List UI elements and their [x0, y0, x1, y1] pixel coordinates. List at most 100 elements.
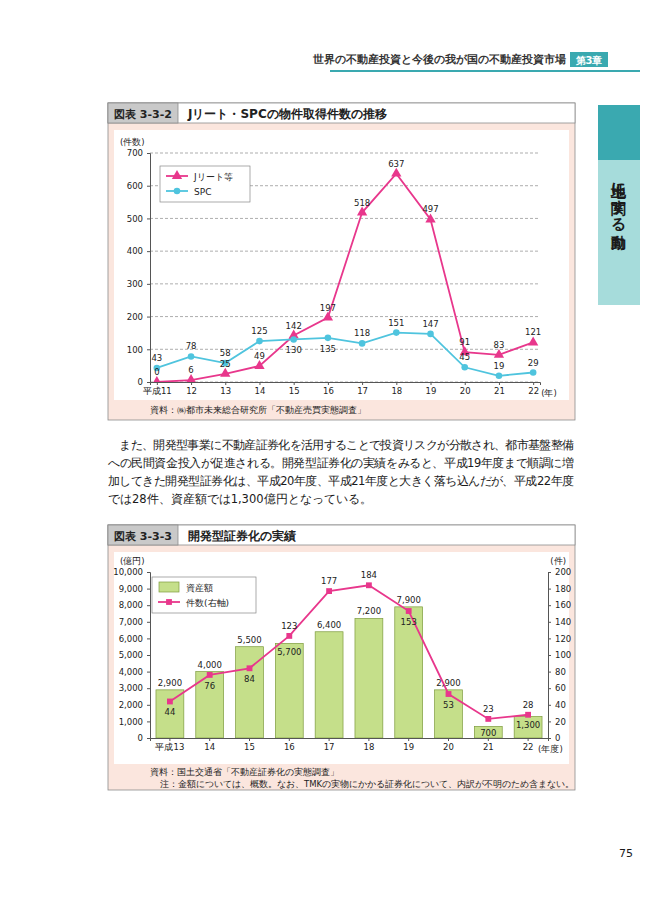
- figure-number-box: [108, 525, 178, 545]
- tick-label: 2,000: [119, 700, 143, 710]
- tick: 300: [127, 279, 150, 289]
- marker: [290, 336, 297, 343]
- tick-label: 1,000: [119, 717, 143, 727]
- marker: [391, 168, 401, 177]
- tick-mark: [548, 705, 551, 706]
- data-label: 91: [459, 337, 470, 347]
- data-label: 177: [321, 576, 337, 586]
- tick-mark: [548, 638, 551, 639]
- tick-label: 16: [284, 742, 295, 752]
- tick-label: 7,000: [119, 617, 143, 627]
- tick: 140: [548, 617, 571, 627]
- bar: [315, 632, 343, 738]
- marker: [325, 335, 332, 342]
- tick-label: 12: [186, 386, 197, 396]
- tick: 16: [284, 738, 295, 752]
- body-line: また、開発型事業に不動産証券化を活用することで投資リスクが分散され、都市基盤整備: [108, 438, 574, 452]
- data-label: 700: [480, 728, 496, 738]
- header-rule: [330, 70, 640, 72]
- chart-frame: [108, 525, 575, 790]
- marker: [366, 582, 372, 588]
- marker: [256, 338, 263, 345]
- y2-axis: 020406080100120140160180200: [548, 567, 571, 743]
- data-label: 142: [286, 321, 302, 331]
- y-axis-title: (件数): [120, 137, 145, 147]
- tick: 80: [548, 667, 566, 677]
- tick-mark: [431, 382, 432, 385]
- tick-mark: [147, 605, 150, 606]
- data-label: 23: [483, 704, 494, 714]
- marker: [254, 360, 264, 369]
- tick-mark: [328, 382, 329, 385]
- tick: 40: [548, 700, 566, 710]
- legend: Jリート等SPC: [160, 166, 250, 202]
- tick-mark: [147, 622, 150, 623]
- tick-label: 6,000: [119, 634, 143, 644]
- tick: 400: [127, 246, 150, 256]
- tick: 14: [204, 738, 215, 752]
- tick-label: 160: [555, 600, 571, 610]
- marker: [494, 349, 504, 358]
- tick: 180: [548, 584, 571, 594]
- body-line: 加してきた開発型証券化は、平成20年度、平成21年度と大きく落ち込んだが、平成2…: [108, 474, 574, 488]
- legend-label: 件数(右軸): [186, 598, 229, 608]
- tick: 10,000: [113, 567, 150, 577]
- data-label: 6,400: [317, 620, 341, 630]
- grid-line: [150, 251, 540, 252]
- tick-mark: [157, 382, 158, 385]
- legend: 資産額件数(右軸): [152, 577, 256, 613]
- legend-box: [152, 577, 256, 613]
- legend-marker: [166, 599, 172, 605]
- legend-label: Jリート等: [193, 172, 233, 182]
- marker: [188, 353, 195, 360]
- tick: 3,000: [119, 683, 150, 693]
- tick-mark: [548, 589, 551, 590]
- grid-line: [150, 283, 540, 284]
- tick: 17: [324, 738, 335, 752]
- tick: 14: [255, 382, 266, 396]
- data-label: 4,000: [198, 660, 222, 670]
- tick-label: 21: [494, 386, 505, 396]
- data-label: 28: [523, 700, 534, 710]
- tick-label: 60: [555, 683, 566, 693]
- x-axis-line: [151, 383, 541, 386]
- tick-label: 平成11: [143, 386, 172, 396]
- plot-panel: [114, 130, 569, 400]
- tick-mark: [147, 153, 150, 154]
- tick-label: 15: [244, 742, 255, 752]
- tick-mark: [147, 218, 150, 219]
- tick-label: 18: [363, 742, 374, 752]
- tick-label: 200: [555, 567, 571, 577]
- tick: 8,000: [119, 600, 150, 610]
- data-label: 29: [528, 358, 539, 368]
- tick-mark: [329, 738, 330, 741]
- title-bar: [108, 103, 575, 123]
- data-label: 125: [251, 326, 267, 336]
- y-axis-title: (億円): [120, 556, 145, 566]
- tick-mark: [528, 738, 529, 741]
- series-line: [170, 585, 528, 719]
- tick-mark: [533, 382, 534, 385]
- tick-mark: [147, 572, 150, 573]
- bar: [275, 643, 303, 738]
- tick-label: 14: [255, 386, 266, 396]
- data-label: 7,900: [397, 595, 421, 605]
- tick-label: 120: [555, 634, 571, 644]
- tick-label: 16: [323, 386, 334, 396]
- grid-line: [150, 218, 540, 219]
- tick: 9,000: [119, 584, 150, 594]
- tick-mark: [294, 382, 295, 385]
- tick-mark: [147, 382, 150, 383]
- marker: [326, 588, 332, 594]
- tick-label: 5,000: [119, 650, 143, 660]
- tick-label: 10,000: [113, 567, 143, 577]
- tick: 0: [138, 733, 150, 743]
- tick-mark: [289, 738, 290, 741]
- footnote: 注：金額については、概数。なお、TMKの実物にかかる証券化について、内訳が不明の…: [160, 779, 574, 789]
- tick-label: 19: [426, 386, 437, 396]
- tick-mark: [147, 349, 150, 350]
- tick: 6,000: [119, 634, 150, 644]
- bar: [355, 618, 383, 738]
- side-tab-label: 土地に関する動向: [610, 172, 628, 251]
- tick-label: 17: [324, 742, 335, 752]
